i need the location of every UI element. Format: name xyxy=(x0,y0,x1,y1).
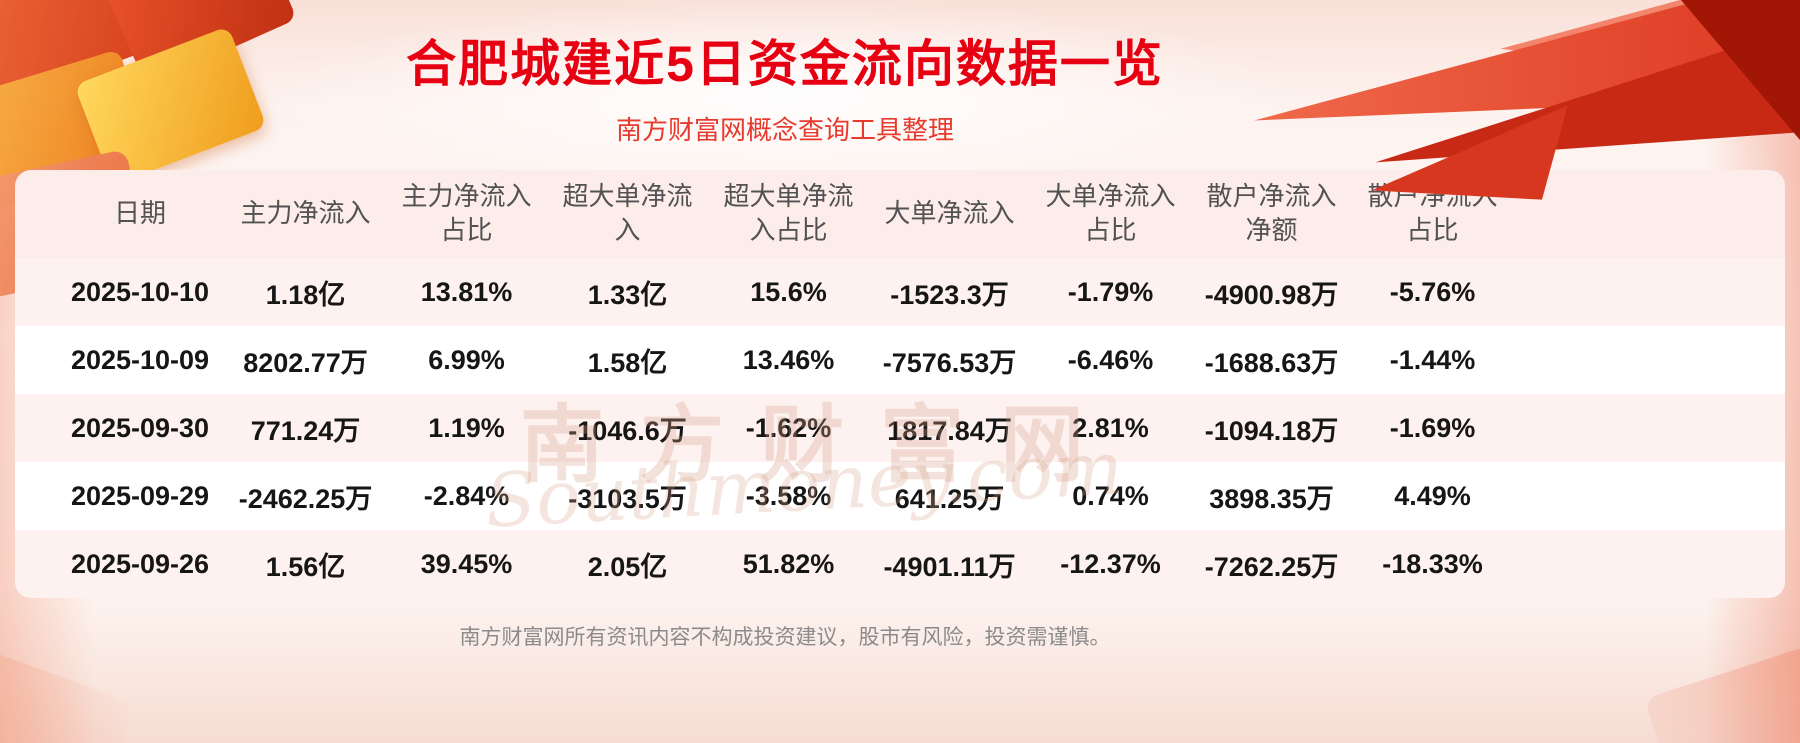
value-cell: 1.56亿 xyxy=(265,551,346,582)
value-cell: 4.49% xyxy=(1394,480,1471,511)
fund-flow-table: 日期 主力净流入 主力净流入 占比 超大单净流 入超大单净流 入占比 大单净流入 大单净流… xyxy=(15,170,1785,598)
value-cell: 39.45% xyxy=(420,548,513,579)
value-cell: -1046.6万 xyxy=(568,415,687,446)
value-cell: 1.58亿 xyxy=(587,347,668,378)
value-cell: 13.81% xyxy=(420,276,513,307)
value-cell: -1.69% xyxy=(1389,412,1476,443)
column-header: 主力净流入 占比 xyxy=(401,181,532,245)
value-cell: 0.74% xyxy=(1072,480,1149,511)
value-cell: 1817.84万 xyxy=(887,415,1012,446)
value-cell: 2.81% xyxy=(1072,412,1149,443)
value-cell: 6.99% xyxy=(428,344,505,375)
table-row: 2025-09-30 771.24万 1.19% -1046.6万 -1.62% 1817… xyxy=(15,394,1785,462)
value-cell: -4900.98万 xyxy=(1204,279,1339,310)
value-cell: -1.44% xyxy=(1389,344,1476,375)
column-header: 超大单净流 入占比 xyxy=(723,181,854,245)
value-cell: 1.19% xyxy=(428,412,505,443)
date-cell: 2025-10-09 xyxy=(70,344,210,375)
column-header: 散户净流入 净额 xyxy=(1206,181,1337,245)
value-cell: -1688.63万 xyxy=(1204,347,1339,378)
value-cell: 51.82% xyxy=(742,548,835,579)
value-cell: 13.46% xyxy=(742,344,835,375)
column-header: 超大单净流 入 xyxy=(562,181,693,245)
date-cell: 2025-10-10 xyxy=(70,276,210,307)
value-cell: -18.33% xyxy=(1382,548,1483,579)
value-cell: -7262.25万 xyxy=(1204,551,1339,582)
value-cell: -3.58% xyxy=(745,480,832,511)
table-row: 2025-09-26 1.56亿 39.45% 2.05亿 51.82% -4901.11… xyxy=(15,530,1785,598)
disclaimer-text: 南方财富网所有资讯内容不构成投资建议，股市有风险，投资需谨慎。 xyxy=(459,626,1111,649)
value-cell: 1.18亿 xyxy=(265,279,346,310)
date-cell: 2025-09-30 xyxy=(70,412,210,443)
date-cell: 2025-09-26 xyxy=(70,548,210,579)
value-cell: -6.46% xyxy=(1067,344,1154,375)
value-cell: -1.79% xyxy=(1067,276,1154,307)
value-cell: 771.24万 xyxy=(250,415,361,446)
table-body: 2025-10-10 1.18亿 13.81% 1.33亿 15.6% -1523.3万 -… xyxy=(15,258,1785,598)
page-title: 合肥城建近5日资金流向数据一览 xyxy=(406,36,1164,92)
value-cell: -7576.53万 xyxy=(882,347,1017,378)
column-header: 大单净流入 xyxy=(884,198,1015,229)
value-cell: 2.05亿 xyxy=(587,551,668,582)
value-cell: 3898.35万 xyxy=(1209,483,1334,514)
value-cell: -12.37% xyxy=(1060,548,1161,579)
column-header: 大单净流入 占比 xyxy=(1045,181,1176,245)
value-cell: -4901.11万 xyxy=(883,551,1016,582)
value-cell: 15.6% xyxy=(750,276,827,307)
value-cell: -2462.25万 xyxy=(238,483,373,514)
value-cell: -1094.18万 xyxy=(1204,415,1339,446)
table-header-row: 日期 主力净流入 主力净流入 占比 超大单净流 入超大单净流 入占比 大单净流入 大单净流… xyxy=(15,170,1785,258)
table-row: 2025-10-10 1.18亿 13.81% 1.33亿 15.6% -1523.3万 -… xyxy=(15,258,1785,326)
page-subtitle: 南方财富网概念查询工具整理 xyxy=(615,115,954,145)
title-glow xyxy=(260,0,1310,190)
column-header: 散户净流入 占比 xyxy=(1367,181,1498,245)
value-cell: -3103.5万 xyxy=(568,483,687,514)
value-cell: 641.25万 xyxy=(894,483,1005,514)
column-header: 主力净流入 xyxy=(240,198,371,229)
date-cell: 2025-09-29 xyxy=(70,480,210,511)
table-row: 2025-10-09 8202.77万 6.99% 1.58亿 13.46% -7576.… xyxy=(15,326,1785,394)
value-cell: 8202.77万 xyxy=(243,347,368,378)
value-cell: -2.84% xyxy=(423,480,510,511)
table-row: 2025-09-29 -2462.25万 -2.84% -3103.5万 -3.58% 6… xyxy=(15,462,1785,530)
value-cell: 1.33亿 xyxy=(587,279,668,310)
value-cell: -1523.3万 xyxy=(890,279,1009,310)
column-header: 日期 xyxy=(113,198,166,229)
value-cell: -5.76% xyxy=(1389,276,1476,307)
value-cell: -1.62% xyxy=(745,412,832,443)
